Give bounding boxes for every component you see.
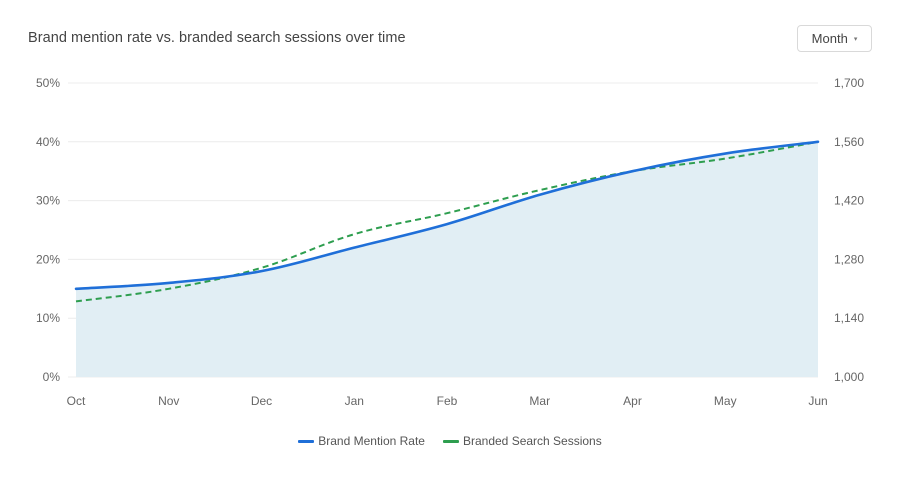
chart-legend: Brand Mention Rate Branded Search Sessio…	[0, 434, 900, 448]
x-tick-label: Jan	[345, 394, 364, 408]
brand-mention-rate-line[interactable]	[74, 140, 820, 291]
x-axis: Oct Nov Dec Jan Feb Mar Apr May Jun	[67, 394, 828, 408]
left-y-axis: 0% 10% 20% 30% 40% 50%	[36, 76, 60, 384]
x-tick-label: Mar	[529, 394, 550, 408]
legend-label: Branded Search Sessions	[462, 434, 602, 448]
x-tick-label: Nov	[158, 394, 179, 408]
left-tick-label: 30%	[36, 194, 60, 208]
chevron-down-icon: ▾	[853, 36, 858, 43]
right-tick-label: 1,700	[834, 76, 864, 90]
x-tick-label: Oct	[67, 394, 86, 408]
left-tick-label: 10%	[36, 311, 60, 325]
right-tick-label: 1,420	[834, 194, 864, 208]
period-select-dropdown[interactable]: Month ▾	[797, 25, 872, 52]
x-tick-label: Jun	[808, 394, 827, 408]
branded-search-sessions-line[interactable]	[75, 140, 819, 303]
legend-item-branded-search-sessions[interactable]: Branded Search Sessions	[442, 434, 602, 448]
chart-title: Brand mention rate vs. branded search se…	[28, 30, 406, 46]
x-tick-label: Apr	[623, 394, 642, 408]
brand-mention-area	[76, 141, 818, 377]
left-tick-label: 0%	[43, 370, 61, 384]
right-tick-label: 1,000	[834, 370, 864, 384]
legend-swatch-icon	[442, 439, 459, 443]
legend-label: Brand Mention Rate	[318, 434, 425, 448]
x-tick-label: Feb	[437, 394, 458, 408]
left-tick-label: 20%	[36, 252, 60, 266]
legend-item-brand-mention-rate[interactable]: Brand Mention Rate	[298, 434, 425, 448]
left-tick-label: 40%	[36, 135, 60, 149]
right-tick-label: 1,280	[834, 252, 864, 266]
period-select-value: Month	[811, 31, 848, 46]
right-y-axis: 1,000 1,140 1,280 1,420 1,560 1,700	[834, 76, 864, 384]
x-tick-label: May	[714, 394, 737, 408]
x-tick-label: Dec	[251, 394, 272, 408]
right-tick-label: 1,560	[834, 135, 864, 149]
right-tick-label: 1,140	[834, 311, 864, 325]
left-tick-label: 50%	[36, 76, 60, 90]
legend-swatch-icon	[298, 439, 315, 443]
